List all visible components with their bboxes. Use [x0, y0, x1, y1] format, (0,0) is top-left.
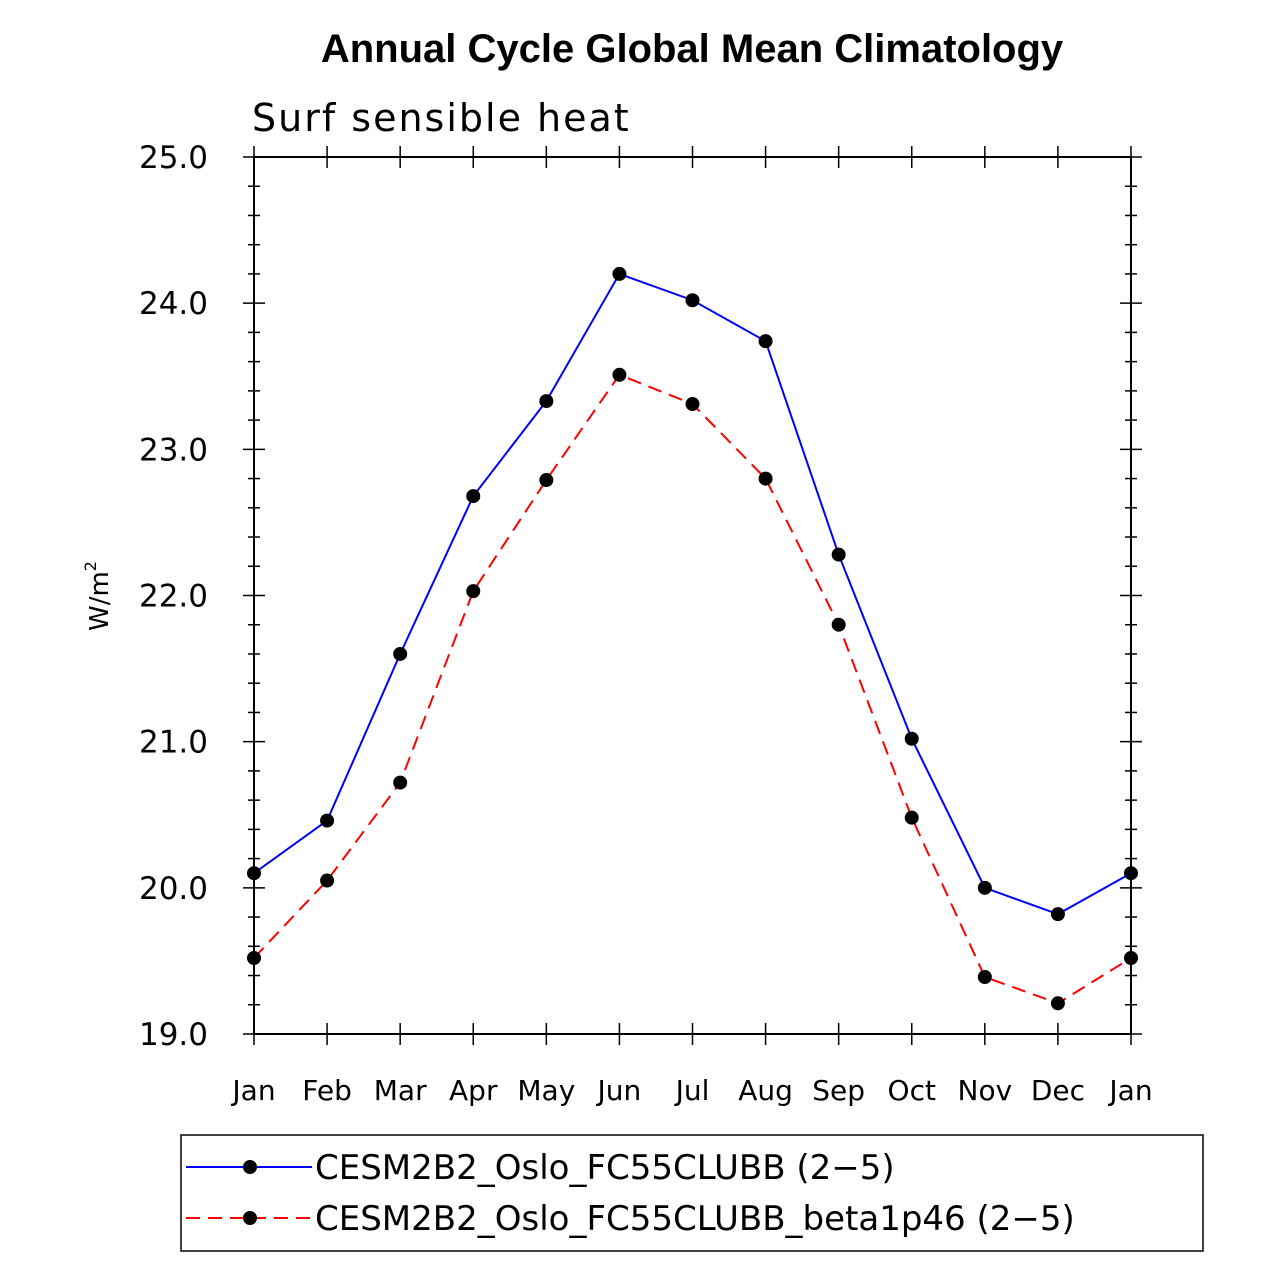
y-tick-label: 21.0: [139, 725, 208, 761]
series-1-point: [685, 293, 700, 308]
series-1-point: [320, 813, 335, 828]
series-1-point: [904, 731, 919, 746]
y-tick-label: 22.0: [139, 579, 208, 615]
series-2-point: [466, 584, 481, 599]
y-tick-labels: 19.0 20.0 21.0 22.0 23.0 24.0 25.0: [139, 140, 208, 1053]
series-1-point: [539, 394, 554, 409]
series-2-point: [685, 397, 700, 412]
series-1-point: [247, 866, 261, 881]
y-axis-label: W/m2: [81, 561, 115, 631]
series-1-point: [393, 646, 408, 661]
series-2-point: [831, 617, 846, 632]
axis-ticks: [243, 146, 1142, 1045]
y-tick-label: 20.0: [139, 871, 208, 907]
series-2-point: [1050, 996, 1065, 1011]
series-2-point: [247, 950, 261, 965]
legend-label-1: CESM2B2_Oslo_FC55CLUBB (2−5): [315, 1148, 895, 1188]
series-2-point: [977, 969, 992, 984]
y-axis-label-base: W/m: [85, 571, 115, 631]
series-1-point: [466, 489, 481, 504]
series-1-point: [1124, 866, 1138, 881]
x-tick-label: Jun: [596, 1074, 642, 1107]
x-tick-label: Jan: [230, 1074, 275, 1107]
legend-marker-2: [243, 1211, 257, 1225]
y-tick-label: 23.0: [139, 432, 208, 468]
x-tick-label: Aug: [738, 1074, 793, 1107]
x-tick-label: Jul: [674, 1074, 710, 1107]
series-1-point: [758, 334, 773, 349]
series-2-point: [320, 873, 335, 888]
series-2-point: [758, 471, 773, 486]
chart-subtitle: Surf sensible heat: [252, 96, 631, 140]
legend-entries: CESM2B2_Oslo_FC55CLUBB (2−5) CESM2B2_Oslo…: [186, 1148, 1075, 1239]
series-2-point: [904, 810, 919, 825]
legend-label-2: CESM2B2_Oslo_FC55CLUBB_beta1p46 (2−5): [315, 1199, 1075, 1239]
x-tick-label: Mar: [374, 1074, 427, 1107]
x-tick-label: May: [517, 1074, 575, 1107]
series-2-point: [539, 473, 554, 488]
x-tick-label: Apr: [449, 1074, 498, 1107]
legend-box: [180, 1134, 1204, 1252]
x-tick-label: Dec: [1031, 1074, 1085, 1107]
series-1-point: [977, 880, 992, 895]
x-tick-label: Feb: [302, 1074, 352, 1107]
chart-title: Annual Cycle Global Mean Climatology: [321, 27, 1064, 71]
x-tick-label: Jan: [1107, 1074, 1152, 1107]
series-1-point: [831, 547, 846, 562]
series-layer: [247, 266, 1138, 1011]
legend-marker-1: [243, 1160, 257, 1174]
y-tick-label: 19.0: [139, 1017, 208, 1053]
y-tick-label: 24.0: [139, 286, 208, 322]
y-tick-label: 25.0: [139, 140, 208, 176]
svg-text:W/m2: W/m2: [81, 561, 115, 631]
plot-frame: [253, 156, 1132, 1035]
x-tick-labels: Jan Feb Mar Apr May Jun Jul Aug Sep Oct Nov Dec Jan: [230, 1074, 1152, 1107]
y-axis-label-superscript: 2: [81, 561, 100, 571]
series-2-point: [393, 775, 408, 790]
x-tick-label: Oct: [888, 1074, 936, 1107]
series-1-point: [1050, 907, 1065, 922]
series-2-point: [1124, 950, 1138, 965]
legend: CESM2B2_Oslo_FC55CLUBB (2−5) CESM2B2_Oslo…: [180, 1134, 1204, 1252]
x-tick-label: Nov: [958, 1074, 1013, 1107]
series-1-line: [253, 272, 1132, 916]
x-tick-label: Sep: [812, 1074, 865, 1107]
series-1-point: [612, 266, 627, 281]
series-2-point: [612, 367, 627, 382]
